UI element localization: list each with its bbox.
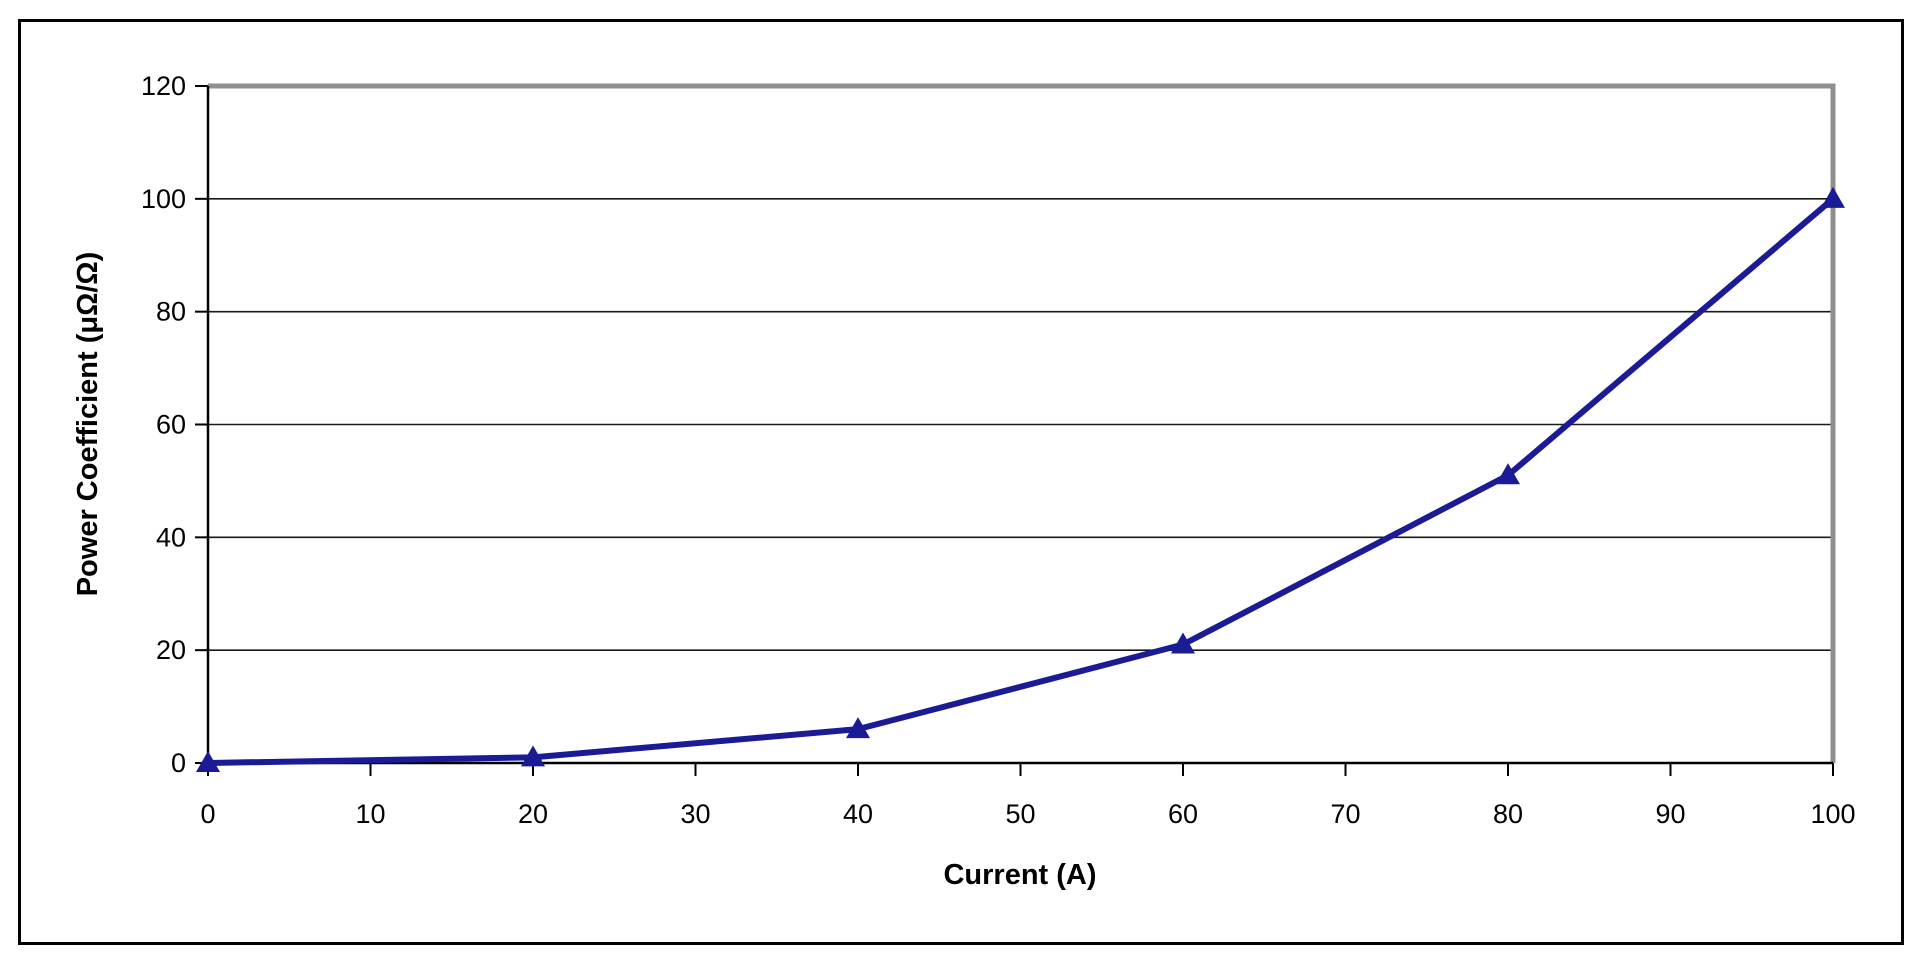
y-axis-title: Power Coefficient (μΩ/Ω)	[72, 252, 104, 597]
data-point-marker	[1171, 632, 1195, 654]
x-tick-label-0: 0	[200, 799, 215, 829]
data-point-marker	[846, 717, 870, 739]
x-tick-label-50: 50	[1005, 799, 1035, 829]
x-tick-label-100: 100	[1810, 799, 1855, 829]
data-series-layer	[196, 186, 1845, 772]
y-tick-label-40: 40	[156, 522, 186, 552]
plot-area-border	[208, 83, 1836, 763]
x-tick-label-30: 30	[680, 799, 710, 829]
x-axis-title: Current (A)	[943, 859, 1096, 891]
gridlines-layer	[208, 198, 1833, 651]
series-line	[205, 195, 1836, 766]
ticks-layer: 0 20 40 60 80 100 120 0 10 20 30 40 50 60 70 80 90 100	[141, 71, 1856, 829]
x-tick-label-40: 40	[843, 799, 873, 829]
y-tick-label-0: 0	[171, 748, 186, 778]
x-tick-label-60: 60	[1168, 799, 1198, 829]
data-point-marker	[1496, 463, 1520, 485]
y-tick-label-60: 60	[156, 410, 186, 440]
x-tick-label-90: 90	[1655, 799, 1685, 829]
x-tick-label-20: 20	[518, 799, 548, 829]
data-point-marker	[521, 745, 545, 767]
plot-border-layer	[208, 83, 1836, 763]
data-point-marker	[196, 751, 220, 772]
y-tick-label-120: 120	[141, 71, 186, 101]
figure-border	[18, 19, 1904, 945]
x-tick-label-70: 70	[1330, 799, 1360, 829]
data-point-marker	[1821, 186, 1845, 208]
y-tick-label-100: 100	[141, 184, 186, 214]
x-tick-label-10: 10	[355, 799, 385, 829]
y-tick-label-80: 80	[156, 297, 186, 327]
x-tick-label-80: 80	[1493, 799, 1523, 829]
y-tick-label-20: 20	[156, 635, 186, 665]
